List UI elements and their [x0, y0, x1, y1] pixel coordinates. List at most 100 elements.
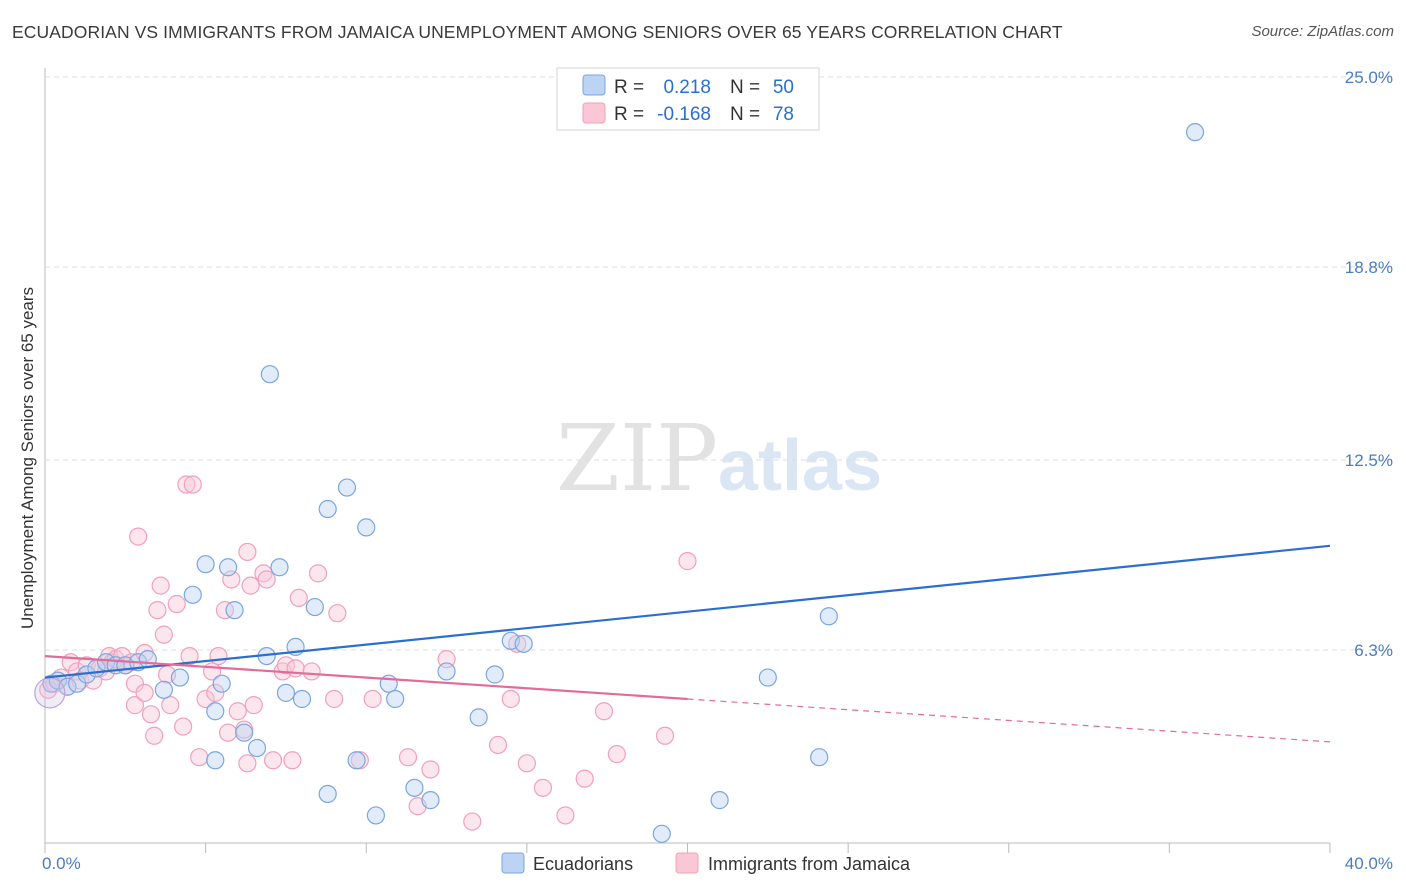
ecuadorian-point — [347, 751, 366, 770]
y-axis-title: Unemployment Among Seniors over 65 years — [18, 287, 37, 629]
jamaica-point — [135, 683, 154, 702]
ecuadorian-point — [305, 597, 324, 617]
jamaica-point — [678, 552, 697, 571]
jamaica-point — [125, 696, 145, 715]
legend-swatch-jamaica — [675, 852, 699, 874]
legend-n-label-1: N = — [730, 77, 760, 98]
jamaica-point — [215, 601, 234, 620]
jamaica-point — [257, 570, 276, 589]
jamaica-point — [302, 662, 321, 681]
jamaica-point — [141, 705, 161, 724]
source-label: Source: ZipAtlas.com — [1251, 23, 1394, 40]
ecuadorian-point — [170, 668, 190, 687]
watermark-atlas: atlas — [718, 426, 882, 506]
jamaica-point — [283, 751, 302, 770]
jamaica-point — [325, 689, 344, 709]
ecuadorian-point — [405, 778, 424, 797]
jamaica-point — [206, 683, 225, 702]
ecuadorian-point — [1185, 123, 1205, 142]
ecuadorian-point — [337, 478, 357, 497]
legend-n-value-1: 50 — [773, 77, 794, 98]
x-tick-label-max: 40.0% — [1345, 854, 1393, 873]
legend-label-jamaica: Immigrants from Jamaica — [708, 854, 911, 874]
jamaica-point — [308, 564, 328, 583]
ecuadorian-point — [276, 683, 296, 702]
ecuadorian-point — [154, 680, 173, 699]
jamaica-point — [575, 769, 594, 788]
jamaica-point — [533, 778, 553, 797]
ecuadorian-point — [235, 723, 254, 742]
ecuadorian-point — [212, 674, 231, 693]
legend-r-label-2: R = — [614, 104, 644, 125]
ecuadorian-point — [710, 791, 729, 810]
jamaica-point — [174, 717, 193, 736]
y-tick-label: 25.0% — [1345, 68, 1393, 87]
jamaica-point — [154, 625, 173, 644]
y-tick-label: 12.5% — [1345, 451, 1393, 470]
jamaica-point — [594, 702, 614, 721]
gridlines — [45, 76, 1393, 651]
y-tick-label: 6.3% — [1354, 641, 1393, 660]
jamaica-point — [167, 594, 186, 614]
legend-n-label-2: N = — [730, 104, 760, 125]
jamaica-point — [241, 576, 260, 595]
ecuadorian-point — [219, 558, 238, 577]
ecuadorian-point — [437, 662, 456, 681]
jamaica-point — [180, 646, 199, 666]
ecuadorian-point — [514, 634, 533, 653]
x-ticks — [44, 843, 1331, 853]
jamaica-point — [190, 748, 209, 767]
y-tick-labels: 25.0% 18.8% 12.5% 6.3% — [1345, 68, 1393, 660]
ecuadorian-point — [469, 708, 488, 727]
ecuadorian-point — [196, 555, 215, 574]
ecuadorian-point — [758, 668, 777, 687]
ecuadorian-point — [810, 748, 829, 767]
jamaica-point — [328, 604, 347, 623]
legend-swatch-pink — [582, 102, 606, 124]
ecuadorian-point — [270, 558, 289, 577]
correlation-legend: R = 0.218 N = 50 R = -0.168 N = 78 — [556, 67, 820, 131]
jamaica-point — [263, 751, 283, 770]
jamaica-point — [177, 475, 196, 494]
jamaica-point — [145, 726, 164, 745]
y-tick-label: 18.8% — [1345, 258, 1393, 277]
ecuadorian-point — [138, 650, 157, 669]
legend-swatch-blue — [582, 74, 606, 96]
ecuadorian-point — [652, 824, 671, 843]
jamaica-point — [363, 689, 382, 709]
watermark-zip: ZIP — [556, 405, 718, 512]
ecuadorian-point — [819, 607, 838, 626]
jamaica-point — [655, 726, 675, 745]
ecuadorian-point — [292, 689, 312, 709]
ecuadorian-point — [260, 365, 279, 384]
cluster-point — [34, 677, 66, 709]
ecuadorian-point — [206, 751, 225, 770]
legend-swatch-ecuadorians — [501, 852, 525, 874]
jamaica-point — [398, 748, 418, 767]
jamaica-point — [129, 527, 148, 546]
jamaica-point — [219, 723, 238, 742]
jamaica-point — [183, 475, 202, 494]
ecuadorian-point — [206, 702, 225, 721]
jamaica-trend-line-extrapolated — [687, 698, 1331, 743]
ecuadorian-point — [318, 499, 337, 519]
ecuadorian-point — [386, 689, 405, 709]
ecuadorian-point — [225, 601, 244, 620]
ecuadorian-point — [421, 791, 440, 810]
jamaica-point — [517, 754, 536, 773]
jamaica-point — [421, 760, 440, 779]
jamaica-point — [289, 588, 308, 607]
trend-lines — [44, 544, 1331, 743]
jamaica-point — [463, 812, 482, 831]
jamaica-point — [161, 696, 180, 715]
x-tick-label-min: 0.0% — [42, 854, 81, 873]
legend-label-ecuadorians: Ecuadorians — [533, 854, 633, 874]
jamaica-point — [244, 696, 263, 715]
jamaica-point — [556, 806, 575, 825]
jamaica-point — [148, 601, 167, 620]
ecuadorian-point — [318, 784, 337, 804]
jamaica-point — [238, 542, 257, 562]
jamaica-point — [501, 689, 520, 709]
ecuadorian-point — [247, 738, 267, 758]
jamaica-point — [125, 674, 145, 693]
